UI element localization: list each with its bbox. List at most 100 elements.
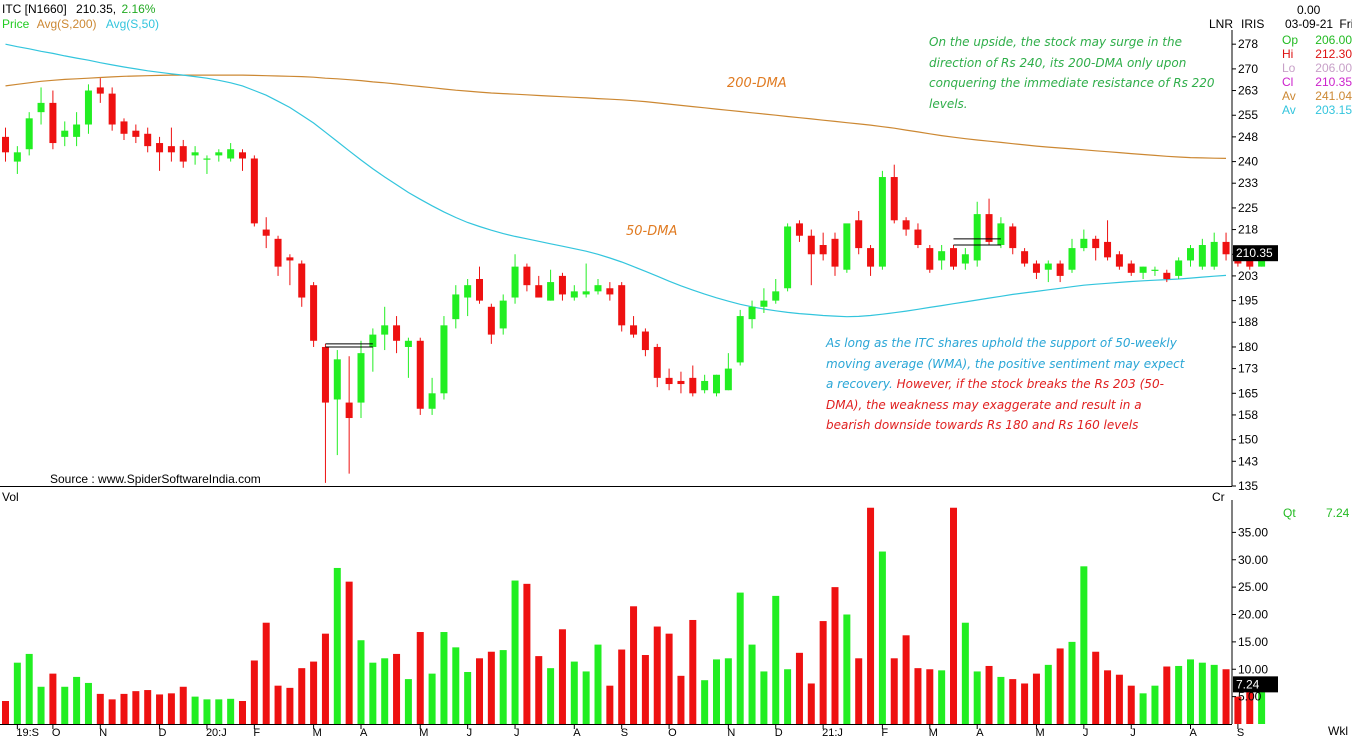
volume-bar xyxy=(641,655,649,724)
candle-body xyxy=(1115,254,1123,267)
volume-bar xyxy=(843,614,851,724)
support-line-4: DMA), the weakness may exaggerate and re… xyxy=(826,397,1142,412)
volume-unit: Cr xyxy=(1212,490,1225,504)
volume-bar xyxy=(1234,696,1242,724)
volume-bar xyxy=(1187,659,1194,724)
price-tick-label: 150 xyxy=(1238,433,1258,447)
upside-line-1: On the upside, the stock may surge in th… xyxy=(929,35,1182,49)
x-tick-label: J xyxy=(1130,727,1136,739)
volume-bar xyxy=(570,661,578,724)
info-low: Lo 206.00 xyxy=(1282,61,1352,75)
volume-bar xyxy=(250,660,258,724)
price-tick-label: 270 xyxy=(1238,62,1258,76)
support-line-3: a recovery. However, if the stock breaks… xyxy=(826,374,1184,395)
candle-body xyxy=(1222,241,1230,255)
volume-bar xyxy=(310,661,318,724)
candle-body xyxy=(487,306,495,335)
candle-body xyxy=(84,90,92,125)
volume-bar xyxy=(1104,670,1112,724)
candle-body xyxy=(1151,269,1159,271)
x-tick-label: N xyxy=(99,727,107,739)
legend-avg200: Avg(S,200) xyxy=(36,17,97,31)
volume-bar xyxy=(1139,693,1147,724)
qt-value: 7.24 xyxy=(1326,506,1350,520)
candle-body xyxy=(1127,263,1135,273)
volume-bar xyxy=(286,687,294,724)
x-tick-label: O xyxy=(52,727,61,739)
candle-body xyxy=(689,377,697,394)
candle-body xyxy=(227,149,235,159)
info-high-label: Hi xyxy=(1282,47,1294,61)
volume-bar xyxy=(13,662,21,724)
volume-bar xyxy=(890,658,898,724)
price-tick-label: 255 xyxy=(1238,108,1258,122)
volume-bar xyxy=(96,693,104,724)
candle-body xyxy=(298,263,306,298)
info-close: Cl 210.35 xyxy=(1282,75,1352,89)
x-tick-label: M xyxy=(313,727,322,739)
volume-bar xyxy=(203,699,211,724)
candle-body xyxy=(215,152,223,156)
candle-body xyxy=(404,340,412,347)
volume-bar xyxy=(333,567,341,724)
candle-body xyxy=(855,220,863,249)
volume-bar xyxy=(713,659,720,724)
upside-line-2: direction of Rs 240, its 200-DMA only up… xyxy=(929,55,1187,70)
support-line-3-red: However, if the stock breaks the Rs 203 … xyxy=(892,377,1164,391)
volume-bar xyxy=(701,680,709,724)
volume-bar xyxy=(1127,685,1135,724)
info-avg50-value: 203.15 xyxy=(1315,103,1352,117)
x-tick-label: 20:J xyxy=(206,727,227,739)
volume-bar xyxy=(997,676,1005,724)
candle-body xyxy=(582,291,590,295)
info-low-value: 206.00 xyxy=(1315,61,1352,75)
volume-bar xyxy=(262,622,270,724)
candle-body xyxy=(416,340,424,409)
candle-body xyxy=(1139,266,1147,273)
candle-body xyxy=(250,158,258,224)
volume-tick-label: 15.00 xyxy=(1238,635,1268,649)
volume-bar xyxy=(1151,685,1159,724)
volume-bar xyxy=(653,626,661,724)
legend-price: Price xyxy=(2,17,30,31)
candle-body xyxy=(914,229,922,246)
candle-body xyxy=(428,393,436,409)
candle-body xyxy=(96,87,104,94)
volume-bar xyxy=(428,673,436,724)
price-tick-label: 233 xyxy=(1238,176,1258,190)
support-line-2: moving average (WMA), the positive senti… xyxy=(826,356,1185,371)
price-tick-label: 165 xyxy=(1238,386,1258,400)
volume-bar xyxy=(476,658,483,724)
volume-bar xyxy=(772,595,780,724)
volume-bar xyxy=(926,669,934,724)
dma50-annotation: 50-DMA xyxy=(626,224,678,239)
volume-tick-label: 5.00 xyxy=(1238,690,1262,704)
candle-body xyxy=(843,223,851,270)
volume-bar xyxy=(1198,662,1206,724)
volume-tick-label: 20.00 xyxy=(1238,608,1268,622)
x-tick-label: M xyxy=(929,727,938,739)
volume-bar xyxy=(179,686,187,724)
volume-bar xyxy=(215,699,223,724)
volume-bar xyxy=(440,632,448,724)
info-avg50: Av 203.15 xyxy=(1282,103,1352,117)
candle-body xyxy=(440,325,448,394)
x-tick-label: 19:S xyxy=(16,727,39,739)
candle-body xyxy=(1246,257,1254,267)
x-tick-label: S xyxy=(621,727,628,739)
upside-note: On the upside, the stock may surge in th… xyxy=(929,32,1215,114)
candle-body xyxy=(310,285,318,341)
volume-bar xyxy=(239,701,246,724)
candle-body xyxy=(357,353,365,403)
support-line-5: bearish downside towards Rs 180 and Rs 1… xyxy=(826,418,1139,432)
candle-body xyxy=(867,248,875,267)
candle-body xyxy=(523,266,531,286)
sma50-line xyxy=(5,43,1227,318)
price-tick-label: 203 xyxy=(1238,269,1258,283)
volume-bar xyxy=(132,691,140,724)
candle-body xyxy=(878,177,886,267)
support-line-1: As long as the ITC shares uphold the sup… xyxy=(826,336,1177,350)
day-value: Fri xyxy=(1339,17,1352,31)
volume-tick-label: 30.00 xyxy=(1238,553,1268,567)
candle-body xyxy=(547,282,555,301)
